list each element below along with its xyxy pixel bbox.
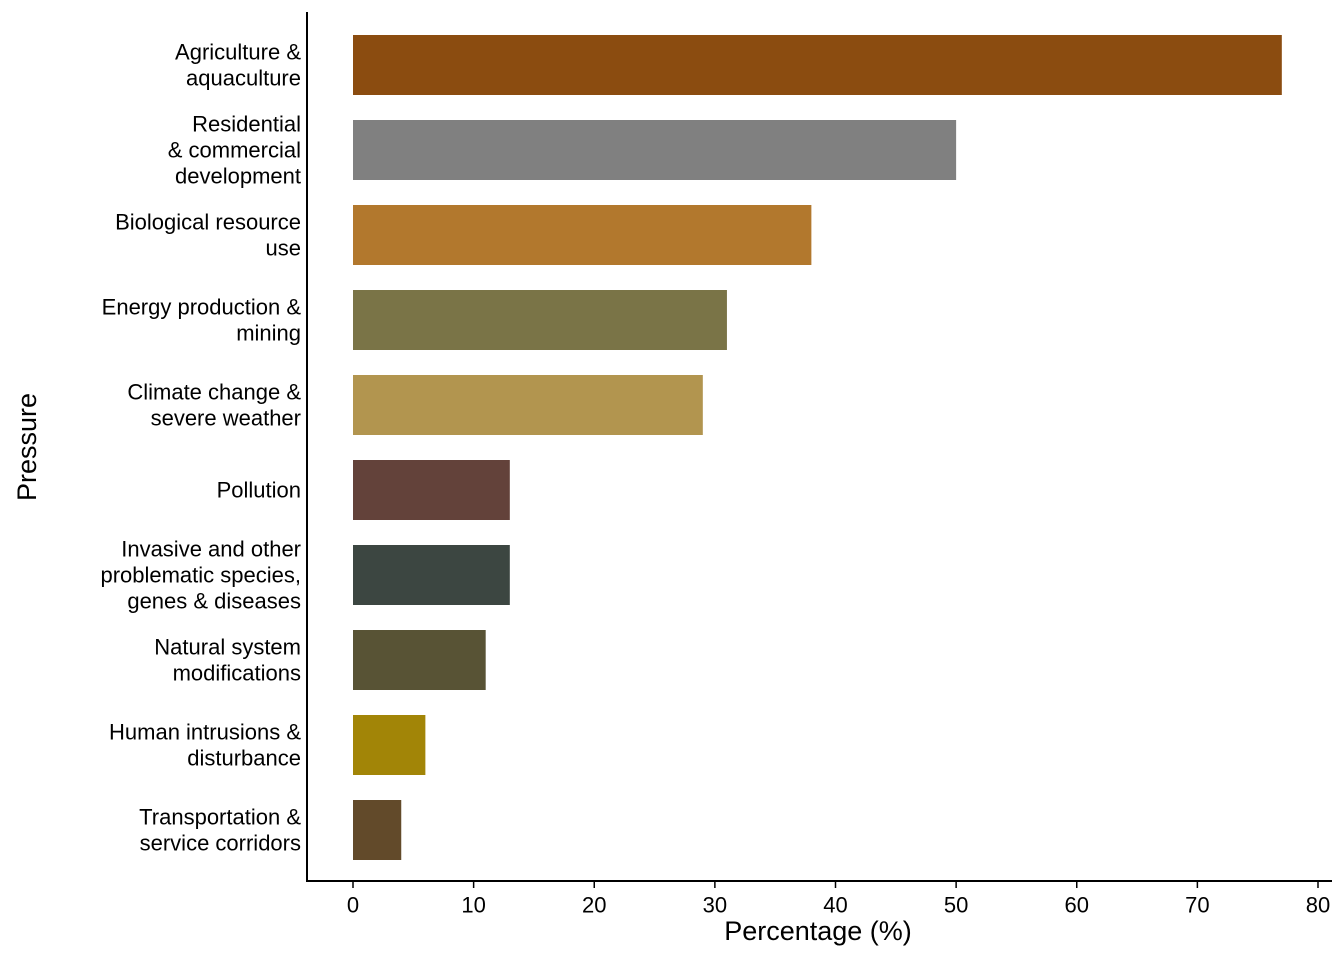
x-tick-label-6: 60 [1065, 893, 1089, 918]
category-label-line: genes & diseases [127, 589, 301, 614]
category-label-line: Transportation & [139, 805, 301, 830]
category-label-line: mining [236, 321, 301, 346]
y-axis-title: Pressure [12, 393, 42, 501]
x-ticks-group: 0 10 20 30 40 50 60 70 80 [347, 881, 1330, 918]
category-label-line: Agriculture & [175, 40, 301, 65]
category-label-6: Invasive and other problematic species, ge… [100, 537, 301, 614]
category-labels-group: Agriculture & aquaculture Residential & com… [100, 40, 301, 856]
category-label-line: development [175, 164, 301, 189]
category-label-line: Invasive and other [121, 537, 301, 562]
category-label-4: Climate change & severe weather [127, 380, 301, 431]
category-label-line: & commercial [168, 138, 301, 163]
bar-7 [353, 630, 486, 690]
category-label-line: problematic species, [100, 563, 301, 588]
category-label-line: Energy production & [102, 295, 302, 320]
category-label-line: aquaculture [186, 66, 301, 91]
category-label-7: Natural system modifications [154, 635, 301, 686]
bar-5 [353, 460, 510, 520]
bar-0 [353, 35, 1282, 95]
x-tick-label-2: 20 [582, 893, 606, 918]
category-label-1: Residential & commercial development [168, 112, 301, 189]
category-label-line: Biological resource [115, 210, 301, 235]
bar-9 [353, 800, 402, 860]
category-label-line: Natural system [154, 635, 301, 660]
x-tick-label-5: 50 [944, 893, 968, 918]
x-tick-label-0: 0 [347, 893, 359, 918]
category-label-3: Energy production & mining [102, 295, 302, 346]
category-label-9: Transportation & service corridors [139, 805, 301, 856]
bar-6 [353, 545, 510, 605]
x-axis-title: Percentage (%) [724, 916, 912, 946]
bar-4 [353, 375, 703, 435]
category-label-line: modifications [173, 661, 301, 686]
category-label-8: Human intrusions & disturbance [109, 720, 301, 771]
bar-8 [353, 715, 426, 775]
x-tick-label-8: 80 [1306, 893, 1330, 918]
category-label-line: Climate change & [127, 380, 301, 405]
category-label-line: use [266, 236, 301, 261]
category-label-5: Pollution [217, 478, 301, 503]
category-label-line: Pollution [217, 478, 301, 503]
x-tick-label-3: 30 [703, 893, 727, 918]
category-label-line: Human intrusions & [109, 720, 301, 745]
category-label-0: Agriculture & aquaculture [175, 40, 301, 91]
category-label-line: disturbance [187, 746, 301, 771]
bar-2 [353, 205, 812, 265]
x-tick-label-1: 10 [461, 893, 485, 918]
category-label-line: service corridors [140, 831, 301, 856]
x-tick-label-7: 70 [1185, 893, 1209, 918]
category-label-line: severe weather [151, 406, 301, 431]
bar-3 [353, 290, 727, 350]
category-label-line: Residential [192, 112, 301, 137]
category-label-2: Biological resource use [115, 210, 301, 261]
bars-group [353, 35, 1282, 860]
bar-1 [353, 120, 957, 180]
x-tick-label-4: 40 [823, 893, 847, 918]
